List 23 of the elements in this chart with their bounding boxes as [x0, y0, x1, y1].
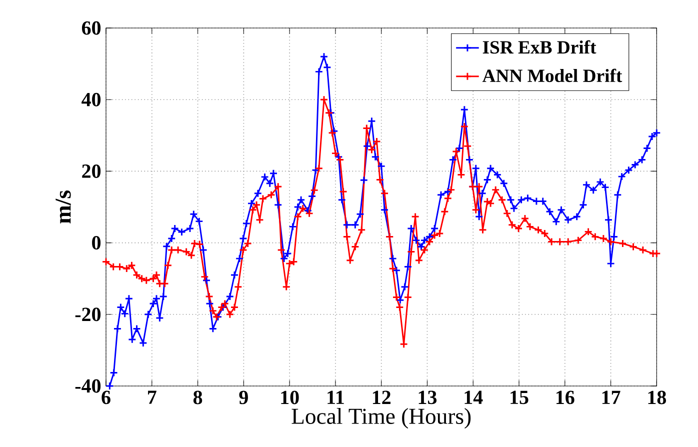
y-tick-label: 40: [82, 92, 101, 106]
x-tick-label: 15: [510, 390, 528, 404]
x-tick-label: 9: [239, 390, 248, 404]
x-tick-label: 17: [602, 390, 620, 404]
x-tick-label: 8: [193, 390, 202, 404]
x-tick-label: 12: [372, 390, 390, 404]
legend-label: ANN Model Drift: [482, 68, 622, 82]
x-tick-label: 7: [148, 390, 156, 404]
y-tick-label: -20: [75, 308, 101, 322]
x-axis-title: Local Time (Hours): [292, 408, 471, 429]
y-tick-label: 60: [82, 21, 101, 35]
y-tick-label: 0: [92, 236, 101, 250]
x-tick-label: 10: [281, 390, 299, 404]
x-tick-label: 6: [102, 390, 110, 404]
y-axis-title: m/s: [56, 190, 71, 224]
legend-label: ISR ExB Drift: [482, 40, 596, 54]
x-tick-label: 14: [464, 390, 483, 404]
y-tick-label: 20: [82, 164, 101, 178]
y-tick-label: -40: [75, 379, 101, 393]
x-tick-label: 16: [556, 390, 574, 404]
x-tick-label: 13: [418, 390, 437, 404]
x-tick-label: 18: [648, 390, 666, 404]
x-tick-label: 11: [328, 390, 344, 404]
